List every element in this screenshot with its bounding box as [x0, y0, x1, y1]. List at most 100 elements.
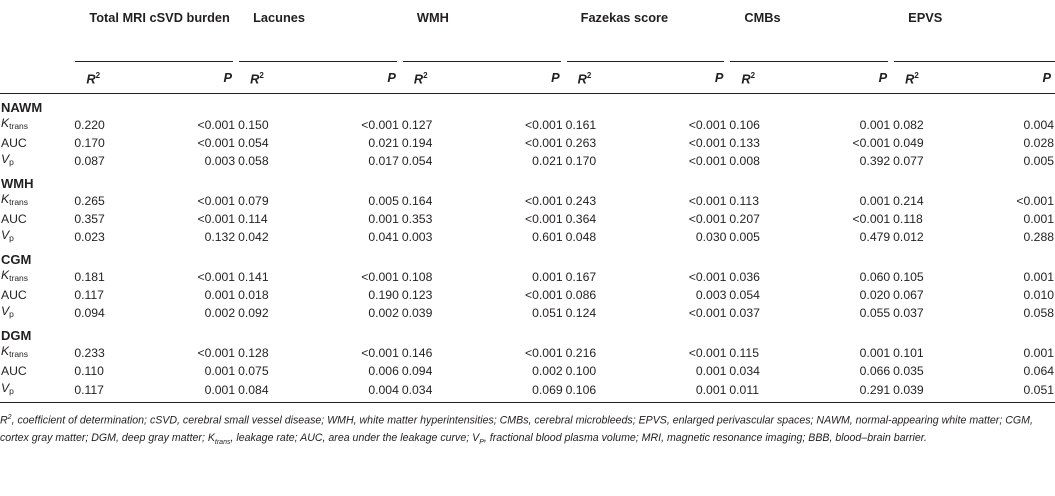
row-label: AUC	[0, 210, 72, 228]
subheader-r-letter: R	[577, 71, 587, 87]
p-value-cell: <0.001	[688, 305, 727, 320]
r2-value-cell: 0.048	[565, 229, 597, 244]
r2-value-cell: 0.058	[238, 153, 269, 168]
p-value-cell: 0.001	[859, 117, 891, 132]
p-value-cell: 0.005	[1023, 153, 1055, 168]
r2-value-cell: 0.108	[401, 269, 433, 284]
r2-value-cell: 0.039	[401, 305, 433, 320]
section-label: DGM	[1, 328, 32, 343]
results-table: Total MRI cSVD burden Lacunes WMH Fazeka…	[0, 0, 1055, 403]
r2-value-cell: 0.146	[401, 345, 433, 360]
footnote-part3: , fractional blood plasma volume; MRI, m…	[483, 431, 927, 444]
p-value-cell: <0.001	[688, 135, 727, 150]
p-value-cell: 0.479	[859, 229, 891, 244]
p-value-cell: <0.001	[197, 117, 236, 132]
r2-value-cell: 0.133	[729, 135, 760, 150]
row-label: Ktrans	[0, 268, 72, 286]
p-value-cell: <0.001	[361, 345, 399, 360]
r2-value-cell: 0.094	[401, 363, 433, 378]
r2-value-cell: 0.170	[565, 153, 597, 168]
p-value-cell: 0.010	[1023, 287, 1055, 302]
r2-value-cell: 0.207	[729, 211, 760, 226]
row-label-subscript: p	[9, 233, 14, 243]
subheader-r-letter: R	[413, 71, 424, 87]
r2-value-cell: 0.123	[401, 287, 433, 302]
p-value-cell: 0.001	[368, 211, 399, 226]
p-value-cell: 0.003	[695, 287, 727, 302]
r2-value-cell: 0.216	[565, 345, 597, 360]
r2-value-cell: 0.034	[399, 380, 480, 403]
r2-value-cell: 0.100	[565, 363, 597, 378]
r2-value-cell: 0.233	[74, 345, 105, 360]
p-value-cell: 0.001	[204, 287, 236, 302]
row-label: AUC	[0, 286, 72, 304]
r2-value-cell: 0.054	[401, 153, 433, 168]
r2-value-cell: 0.118	[893, 211, 923, 226]
r2-value-cell: 0.243	[565, 193, 597, 208]
r2-value-cell: 0.220	[74, 117, 105, 132]
subheader-r-sup: 2	[750, 71, 756, 81]
subheader-r-letter: R	[250, 71, 260, 87]
r2-value-cell: 0.194	[401, 135, 433, 150]
p-value-cell: <0.001	[361, 269, 399, 284]
p-value-cell: 0.004	[1023, 117, 1055, 132]
r2-value-cell: 0.105	[893, 269, 924, 284]
footnote-r-sup: 2	[7, 414, 12, 421]
table-row: Vp 0.094 0.002 0.092 0.002 0.039 0.051 0.124 <0.…	[0, 304, 1055, 322]
p-value-cell: 0.001	[151, 380, 237, 403]
p-value-cell: <0.001	[361, 117, 399, 132]
p-value-cell: 0.066	[859, 363, 891, 378]
r2-value-cell: 0.115	[729, 345, 759, 360]
subheader-r2: R2	[400, 62, 479, 94]
r2-value-cell: 0.075	[238, 363, 269, 378]
row-label-text: V	[1, 228, 10, 242]
p-value-cell: 0.002	[532, 363, 563, 378]
p-value-cell: <0.001	[852, 135, 891, 150]
row-label-text: K	[1, 344, 10, 358]
r2-value-cell: 0.042	[238, 229, 269, 244]
p-value-cell: <0.001	[1016, 193, 1054, 208]
p-value-cell: 0.001	[859, 193, 891, 208]
row-label-subscript: p	[9, 386, 14, 396]
p-value-cell: <0.001	[525, 193, 563, 208]
r2-value-cell: 0.094	[74, 305, 105, 320]
footnote-r-letter: R	[0, 414, 8, 427]
p-value-cell: <0.001	[197, 345, 236, 360]
subheader-p: P	[1042, 70, 1051, 85]
p-value-cell: 0.001	[532, 269, 563, 284]
group-header: Fazekas score	[560, 0, 728, 62]
p-value-cell: <0.001	[525, 211, 563, 226]
r2-value-cell: 0.214	[893, 193, 924, 208]
row-label-text: V	[1, 381, 10, 395]
row-label-text: K	[1, 116, 10, 130]
subheader-r-sup: 2	[586, 71, 592, 81]
p-value-cell: 0.004	[315, 380, 400, 403]
p-value-cell: <0.001	[688, 269, 727, 284]
table-row: Vp 0.087 0.003 0.058 0.017 0.054 0.021 0.170 <0.…	[0, 152, 1055, 170]
footnote-part2: , leakage rate; AUC, area under the leak…	[230, 431, 480, 444]
row-label-subscript: trans	[9, 121, 29, 131]
group-header: Total MRI cSVD burden	[69, 0, 237, 62]
p-value-cell: <0.001	[525, 117, 563, 132]
subheader-p: P	[387, 70, 396, 85]
r2-value-cell: 0.124	[565, 305, 597, 320]
group-header: CMBs	[724, 0, 892, 62]
p-value-cell: <0.001	[852, 211, 891, 226]
group-header: EPVS	[888, 0, 1055, 62]
subheader-p: P	[223, 70, 233, 85]
section-label: CGM	[1, 252, 32, 267]
r2-value-cell: 0.127	[401, 117, 433, 132]
p-value-cell: 0.001	[204, 363, 236, 378]
r2-value-cell: 0.113	[729, 193, 759, 208]
table-figure: Total MRI cSVD burden Lacunes WMH Fazeka…	[0, 0, 1055, 446]
footnote-ktrans-sub: trans	[214, 438, 231, 446]
table-row: Ktrans 0.220 <0.001 0.150 <0.001 0.127 <0.001 0…	[0, 116, 1055, 134]
section-label: NAWM	[1, 100, 43, 115]
p-value-cell: <0.001	[197, 269, 236, 284]
r2-value-cell: 0.035	[893, 363, 924, 378]
p-value-cell: 0.005	[368, 193, 399, 208]
subheader-r2: R2	[727, 62, 806, 94]
p-value-cell: <0.001	[688, 117, 727, 132]
p-value-cell: 0.021	[368, 135, 399, 150]
p-value-cell: 0.006	[368, 363, 399, 378]
